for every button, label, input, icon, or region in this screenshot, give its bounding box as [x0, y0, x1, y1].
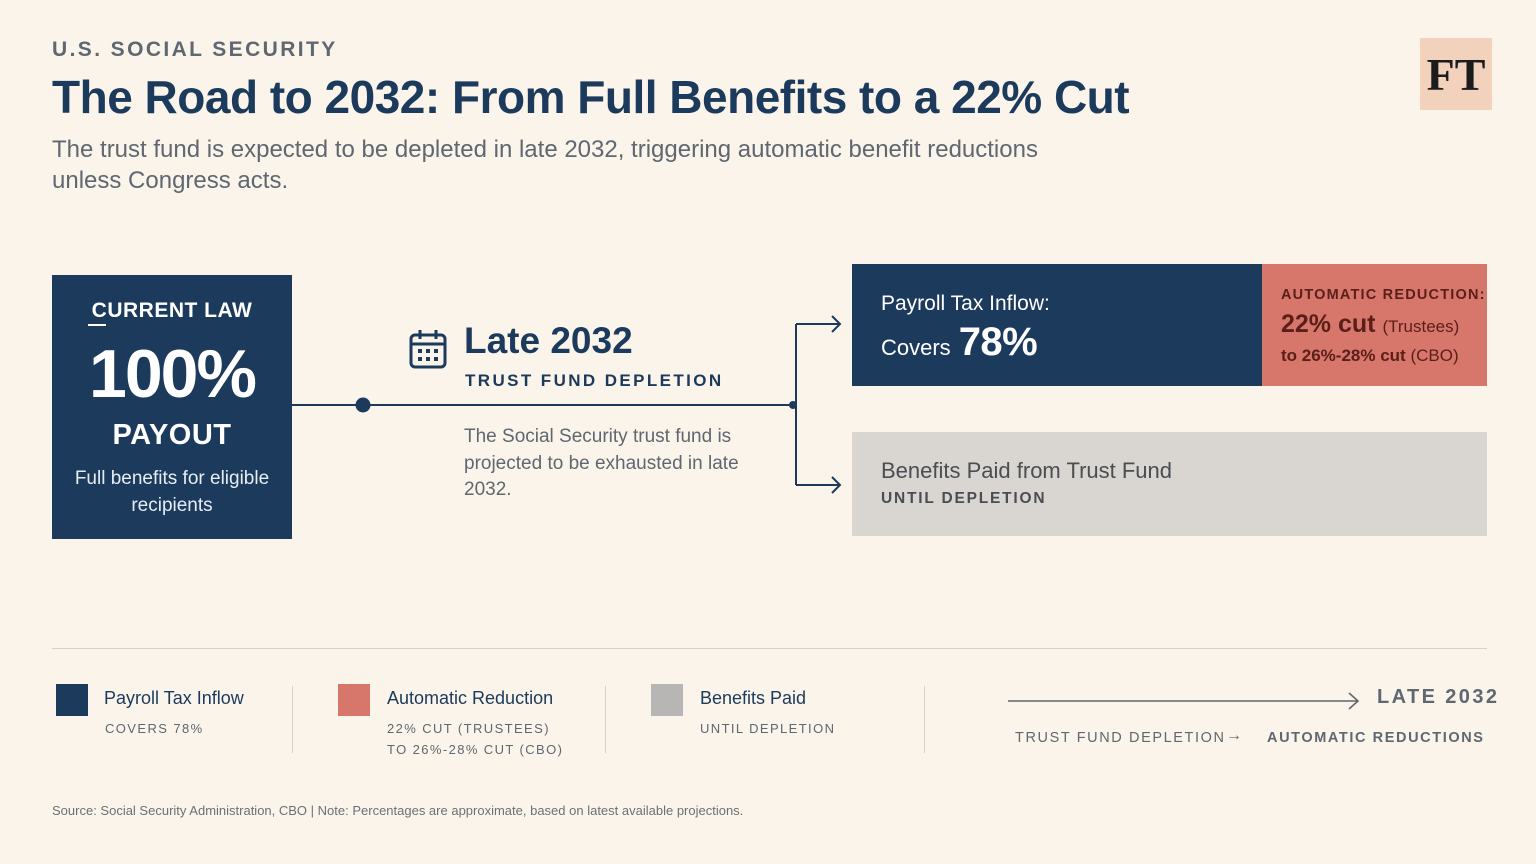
timeline-to: AUTOMATIC REDUCTIONS — [1267, 730, 1485, 746]
page-subtitle: The trust fund is expected to be deplete… — [52, 136, 1038, 194]
timeline-arrow-glyph: → — [1226, 727, 1242, 744]
event-year: Late 2032 — [464, 320, 633, 361]
legend-title-payroll: Payroll Tax Inflow — [104, 688, 244, 708]
inflow-covers-text: Covers — [881, 335, 951, 360]
event-dot — [355, 397, 371, 413]
automatic-reduction-bar: AUTOMATIC REDUCTION: 22% cut (Trustees) … — [1262, 264, 1487, 386]
event-label: TRUST FUND DEPLETION — [465, 371, 724, 390]
timeline-from: TRUST FUND DEPLETION — [1015, 730, 1226, 746]
current-law-label: CURRENT LAW — [91, 299, 253, 322]
reduction-range: to 26%-28% cut (CBO) — [1281, 346, 1459, 366]
timeline-arrow — [1008, 692, 1360, 710]
payroll-inflow-bar: Payroll Tax Inflow: Covers 78% — [852, 264, 1262, 386]
trust-fund-subtitle: UNTIL DEPLETION — [881, 490, 1047, 507]
legend-title-benefits: Benefits Paid — [700, 688, 807, 708]
reduction-label: AUTOMATIC REDUCTION: — [1281, 287, 1486, 303]
legend-separator — [924, 686, 925, 753]
reduction-main: 22% cut (Trustees) — [1281, 310, 1459, 339]
legend-separator — [605, 686, 606, 753]
reduction-range-note: (CBO) — [1410, 346, 1459, 365]
legend-sub-payroll: COVERS 78% — [105, 721, 204, 736]
legend-swatch-reduction — [338, 684, 370, 716]
kicker: U.S. SOCIAL SECURITY — [52, 38, 338, 61]
legend-sub-reduction: 22% CUT (TRUSTEES) TO 26%-28% CUT (CBO) — [387, 721, 564, 757]
calendar-icon — [409, 330, 447, 369]
legend-swatch-payroll — [56, 684, 88, 716]
lower-branch-arrow — [796, 476, 842, 494]
current-law-box: CURRENT LAW 100% PAYOUT Full benefits fo… — [52, 275, 292, 539]
current-law-value: 100% — [89, 336, 257, 412]
timeline-year: LATE 2032 — [1377, 686, 1500, 708]
inflow-title: Payroll Tax Inflow: — [881, 292, 1050, 315]
current-law-payout: PAYOUT — [112, 419, 232, 451]
legend-swatch-benefits — [651, 684, 683, 716]
reduction-main-value: 22% cut — [1281, 310, 1376, 338]
legend-sub-benefits: UNTIL DEPLETION — [700, 721, 836, 736]
event-description: The Social Security trust fund is projec… — [464, 426, 739, 500]
inflow-covers: Covers 78% — [881, 320, 1038, 365]
trust-fund-title: Benefits Paid from Trust Fund — [881, 458, 1173, 483]
section-divider — [52, 648, 1487, 649]
upper-branch-arrow — [796, 315, 842, 333]
legend-title-reduction: Automatic Reduction — [387, 688, 554, 708]
page-title: The Road to 2032: From Full Benefits to … — [52, 71, 1130, 123]
ft-logo: FT — [1420, 38, 1492, 110]
reduction-main-note: (Trustees) — [1382, 317, 1460, 336]
trust-fund-bar: Benefits Paid from Trust Fund UNTIL DEPL… — [852, 432, 1487, 536]
current-law-description: Full benefits for eligible recipients — [74, 468, 270, 516]
source-note: Source: Social Security Administration, … — [52, 803, 744, 818]
legend-separator — [292, 686, 293, 753]
current-law-dash — [88, 324, 106, 326]
reduction-range-value: to 26%-28% cut — [1281, 346, 1406, 365]
inflow-covers-value: 78% — [958, 320, 1038, 364]
